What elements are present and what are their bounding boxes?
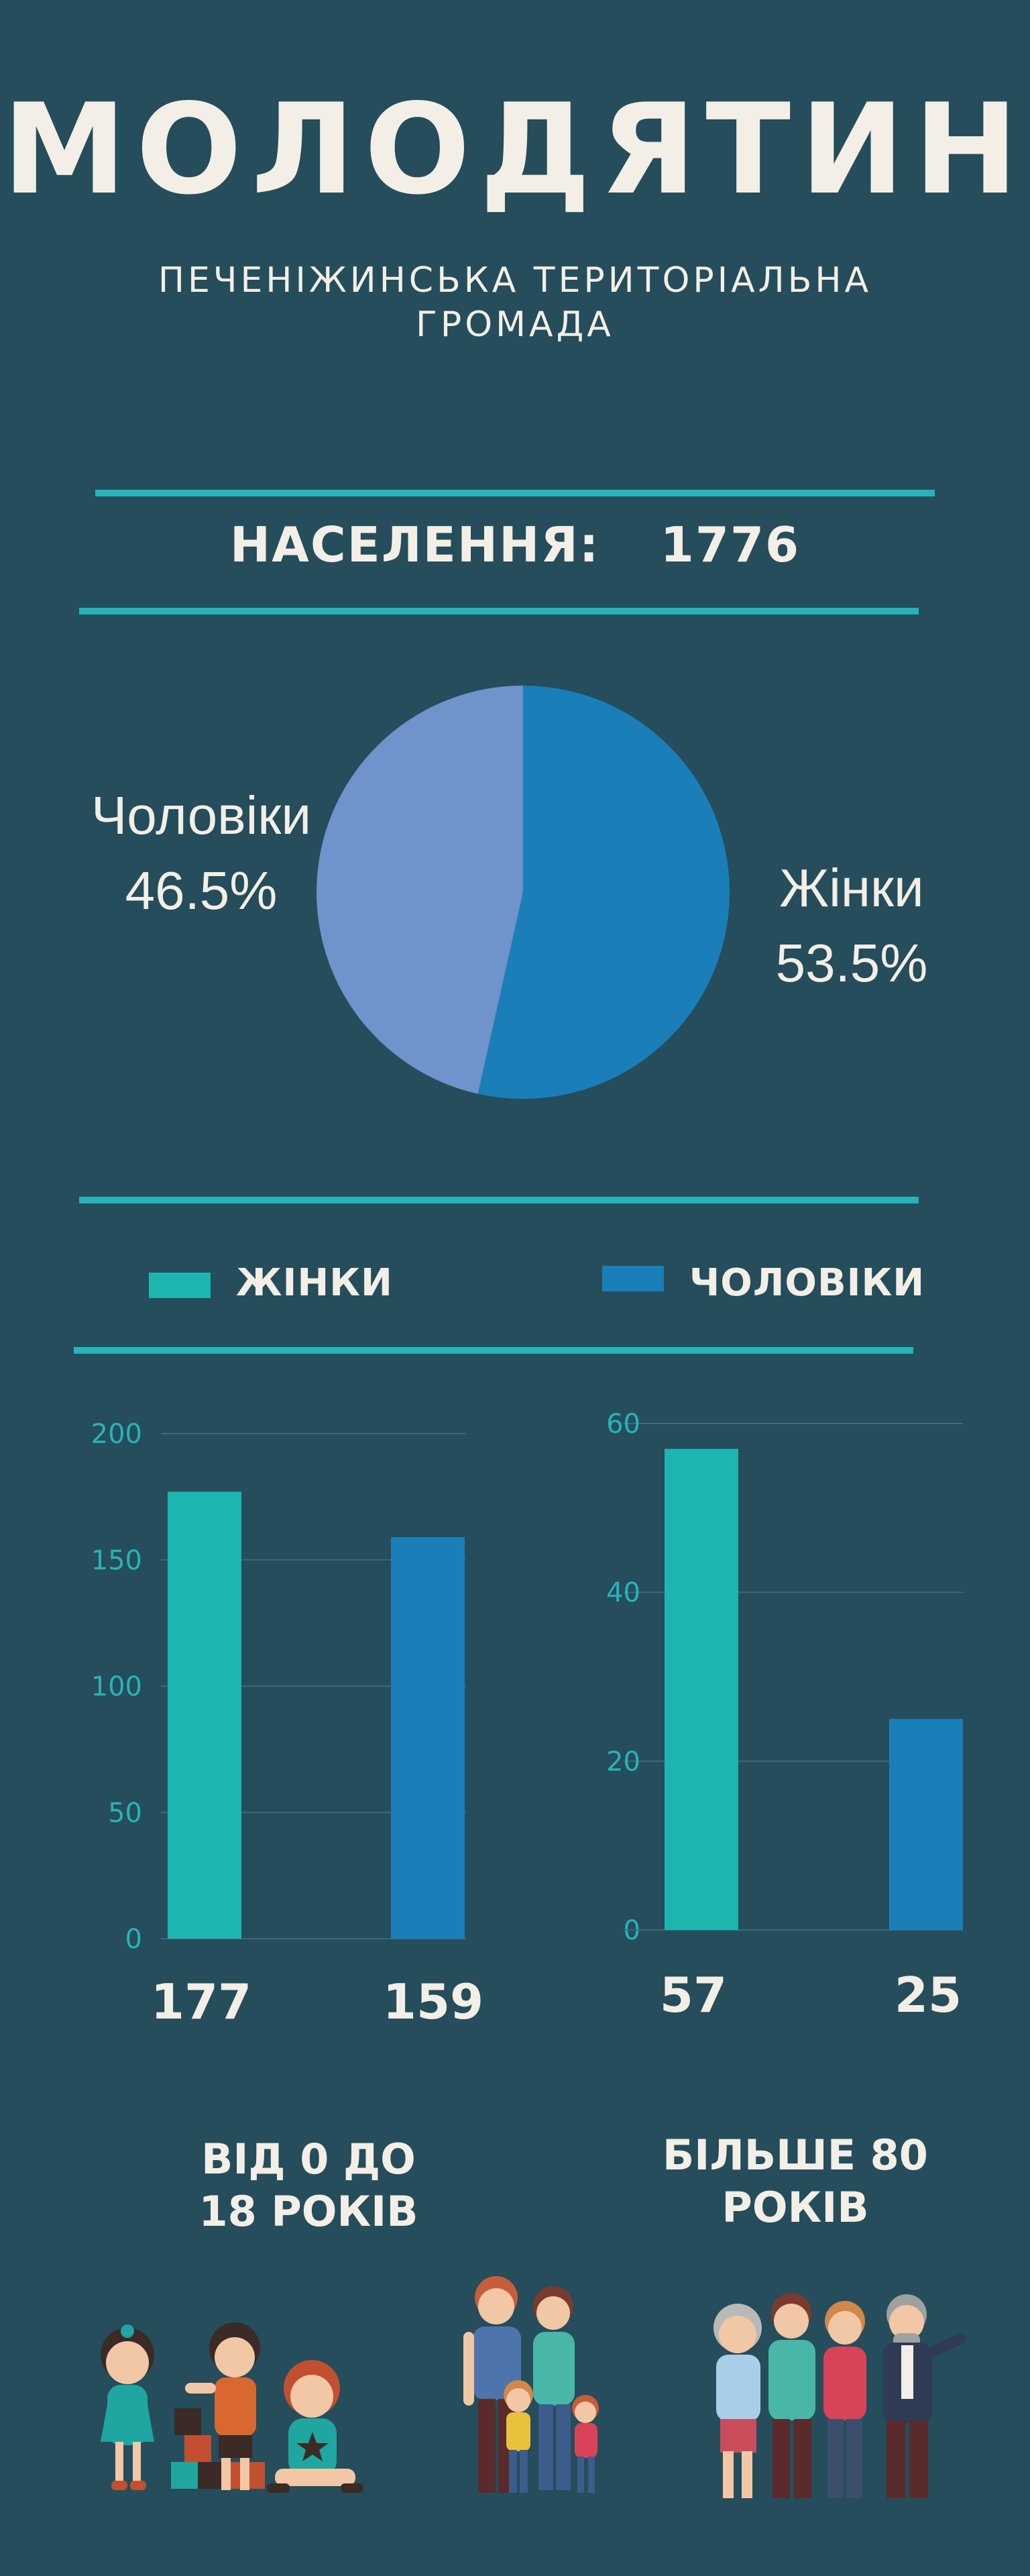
bar-value-old-women: 57 (659, 1967, 728, 2023)
page-title: МОЛОДЯТИН (2, 76, 1028, 222)
family-icon (463, 2276, 599, 2493)
pie-label-men-value: 46.5% (125, 861, 278, 920)
legend-label-men: ЧОЛОВІКИ (689, 1261, 925, 1305)
caption-age-0-18-line-2: 18 РОКІВ (198, 2187, 418, 2236)
y-tick-label: 100 (91, 1672, 142, 1703)
bar-value-young-men: 159 (382, 1974, 484, 2030)
pie-label-men: Чоловіки 46.5% (70, 778, 332, 928)
population-heading: НАСЕЛЕННЯ: 1776 (0, 517, 1030, 573)
bar-жінки (665, 1448, 738, 1930)
pie-label-women-name: Жінки (779, 858, 924, 918)
children-playing-icon (101, 2322, 363, 2493)
population-value: 1776 (660, 517, 801, 573)
bar-chart-age-0-18: 0 50 100 150 200 (91, 1419, 466, 1955)
y-tick-label: 60 (606, 1409, 640, 1440)
y-tick-label: 200 (91, 1419, 142, 1450)
gender-pie-chart (317, 686, 730, 1099)
population-label: НАСЕЛЕННЯ: (229, 517, 600, 573)
bar-value-young-women: 177 (150, 1974, 252, 2030)
pie-slice-women (477, 686, 730, 1099)
bar-чоловіки (391, 1537, 465, 1939)
bar-value-old-men: 25 (894, 1967, 962, 2023)
divider-3 (79, 1197, 919, 1203)
legend-swatch-men (602, 1266, 664, 1291)
caption-age-0-18: ВІД 0 ДО 18 РОКІВ (148, 2133, 469, 2238)
y-tick-label: 150 (91, 1545, 142, 1576)
pie-slice-men (317, 686, 523, 1094)
divider-2 (79, 608, 919, 614)
divider-1 (95, 490, 935, 496)
y-tick-label: 0 (125, 1924, 142, 1955)
page-subtitle: ПЕЧЕНІЖИНСЬКА ТЕРИТОРІАЛЬНА ГРОМАДА (0, 258, 1030, 347)
y-tick-label: 40 (606, 1578, 640, 1609)
caption-age-80-plus-line-2: РОКІВ (722, 2183, 869, 2232)
divider-4 (74, 1347, 913, 1354)
subtitle-line-2: ГРОМАДА (416, 305, 614, 345)
y-tick-label: 50 (108, 1798, 142, 1829)
subtitle-line-1: ПЕЧЕНІЖИНСЬКА ТЕРИТОРІАЛЬНА (158, 260, 872, 301)
caption-age-80-plus-line-1: БІЛЬШЕ 80 (663, 2131, 928, 2180)
pie-label-men-name: Чоловіки (91, 786, 312, 845)
legend-label-women: ЖІНКИ (236, 1261, 393, 1305)
elderly-group-icon (713, 2293, 967, 2498)
bar-чоловіки (889, 1719, 963, 1930)
bar-жінки (168, 1491, 241, 1939)
caption-age-80-plus: БІЛЬШЕ 80 РОКІВ (648, 2129, 943, 2234)
caption-age-0-18-line-1: ВІД 0 ДО (201, 2135, 416, 2184)
y-tick-label: 20 (606, 1746, 640, 1777)
pie-label-women: Жінки 53.5% (741, 851, 962, 1001)
legend-swatch-women (149, 1273, 211, 1298)
pie-label-women-value: 53.5% (775, 933, 928, 993)
